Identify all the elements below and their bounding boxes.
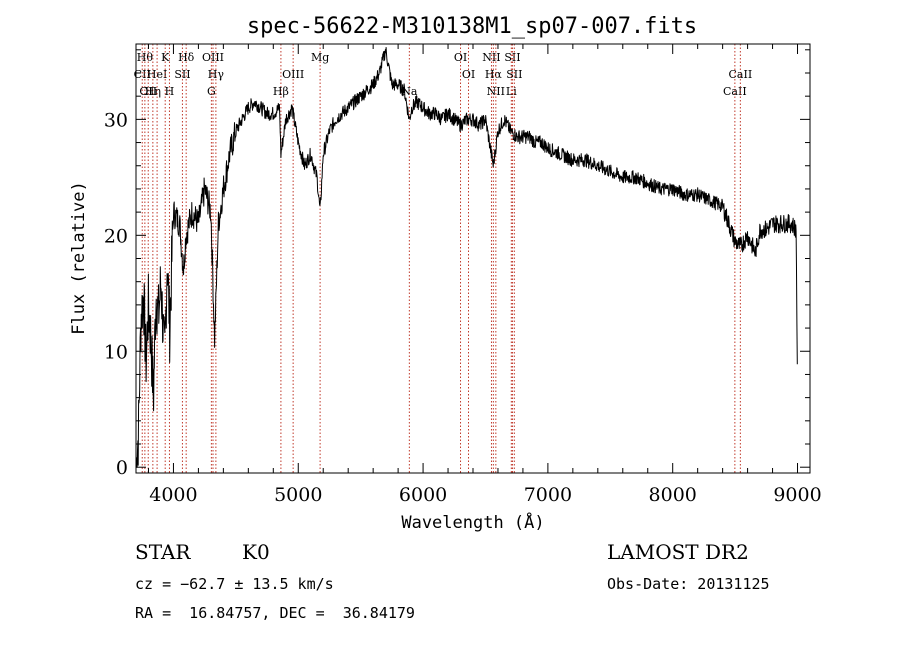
y-tick-label: 10 <box>104 341 128 363</box>
spectral-line-label: HeI <box>147 68 167 81</box>
spectral-line-label: H <box>165 85 175 98</box>
x-tick-label: 4000 <box>149 484 197 506</box>
x-tick-label: 8000 <box>649 484 697 506</box>
x-tick-label: 5000 <box>274 484 322 506</box>
tick-labels: 4000 5000 6000 7000 8000 9000 0 10 20 30 <box>104 109 822 506</box>
plot-frame <box>135 43 811 474</box>
spectral-line-label: OII <box>139 85 157 98</box>
major-ticks <box>136 44 810 473</box>
spectral-line-label: OI <box>462 68 475 81</box>
spectral-line-label: Mg <box>311 51 329 64</box>
chart-title: spec-56622-M310138M1_sp07-007.fits <box>247 14 697 39</box>
spectral-line-label: K <box>161 51 170 64</box>
x-tick-label: 9000 <box>773 484 821 506</box>
y-tick-label: 20 <box>104 225 128 247</box>
spectral-line-label: OI <box>454 51 467 64</box>
x-axis-label: Wavelength (Å) <box>401 511 544 533</box>
minor-ticks <box>136 44 810 473</box>
spectral-line-label: Hδ <box>178 51 195 64</box>
spectral-line-label: Na <box>401 85 418 98</box>
spectral-line-label: Li <box>506 85 517 98</box>
spectral-line-label: SII <box>506 68 522 81</box>
y-tick-label: 0 <box>116 457 128 479</box>
x-tick-label: 7000 <box>524 484 572 506</box>
y-axis-label: Flux (relative) <box>69 181 89 335</box>
spectral-line-label: SII <box>174 68 190 81</box>
velocity-readout: cz = −62.7 ± 13.5 km/s <box>135 575 334 593</box>
spectral-line-label: OIII <box>202 51 224 64</box>
spectral-line-label: CII <box>134 68 151 81</box>
spectral-line-label: G <box>207 85 216 98</box>
spectral-line-label: NII <box>482 51 500 64</box>
spectral-line-label: SII <box>504 51 520 64</box>
observation-date: Obs-Date: 20131125 <box>607 575 770 593</box>
spectral-line-label: Hγ <box>208 68 225 81</box>
spectral-line-label: OIII <box>282 68 304 81</box>
spectral-line-label: Hη <box>145 85 161 98</box>
object-subclass: K0 <box>242 540 270 564</box>
survey-name: LAMOST DR2 <box>607 540 749 564</box>
spectral-line-label: Hα <box>485 68 503 81</box>
spectral-line-label: Hθ <box>137 51 154 64</box>
object-class: STAR <box>135 540 191 564</box>
spectral-line-label: CaII <box>723 85 747 98</box>
flux-series-line <box>135 47 798 468</box>
y-tick-label: 30 <box>104 109 128 131</box>
spectral-line-label: NII <box>487 85 505 98</box>
spectral-line-label: Hβ <box>273 85 289 98</box>
coordinates-readout: RA = 16.84757, DEC = 36.84179 <box>135 604 415 622</box>
x-tick-label: 6000 <box>399 484 447 506</box>
spectral-line-label: CaII <box>729 68 753 81</box>
